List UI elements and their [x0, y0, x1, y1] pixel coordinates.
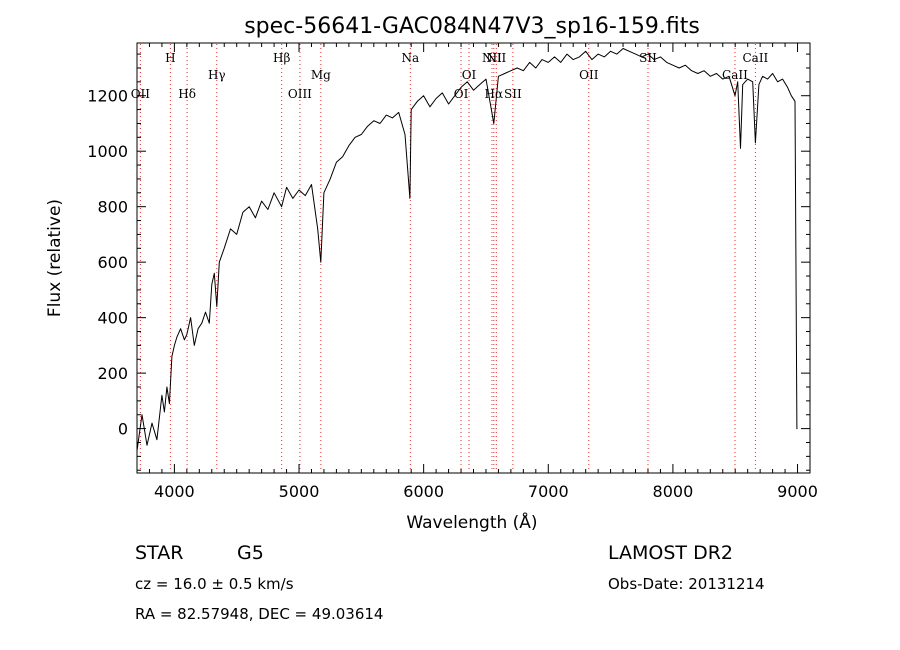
ra-dec-coordinates: RA = 82.57948, DEC = 49.03614 — [135, 605, 383, 623]
spectral-line-label: OII — [579, 68, 599, 82]
object-subclass: G5 — [237, 542, 264, 564]
survey-name: LAMOST DR2 — [608, 542, 733, 564]
chart-title: spec-56641-GAC084N47V3_sp16-159.fits — [244, 14, 700, 39]
spectral-line-label: OI — [454, 87, 469, 101]
y-tick-label: 1000 — [87, 142, 128, 161]
x-tick-label: 5000 — [279, 482, 320, 501]
spectral-line-label: Na — [401, 51, 419, 65]
y-axis-label: Flux (relative) — [45, 199, 65, 317]
x-tick-label: 9000 — [777, 482, 818, 501]
y-tick-label: 0 — [118, 420, 128, 439]
axis-ticks — [137, 43, 810, 473]
spectral-line-label: SII — [639, 51, 657, 65]
x-tick-label: 7000 — [528, 482, 569, 501]
spectral-line-label: H — [165, 51, 175, 65]
spectral-line-label: NII — [482, 51, 502, 65]
y-tick-label: 400 — [97, 309, 128, 328]
spectral-line-label: SII — [504, 87, 522, 101]
spectral-line-label: NII — [486, 51, 506, 65]
spectral-line-label: Mg — [311, 68, 331, 82]
spectral-line-label: Hγ — [208, 68, 226, 82]
x-tick-label: 4000 — [154, 482, 195, 501]
x-tick-label: 8000 — [653, 482, 694, 501]
spectrum-line-series — [136, 48, 798, 451]
y-tick-labels: 0 200 400 600 800 1000 1200 — [87, 87, 128, 439]
y-tick-label: 1200 — [87, 87, 128, 106]
spectral-line-label: OIII — [288, 87, 312, 101]
spectral-line-label: OI — [462, 68, 477, 82]
x-axis-label: Wavelength (Å) — [406, 511, 537, 533]
series-group — [136, 48, 798, 451]
spectral-line-label: Hδ — [178, 87, 196, 101]
spectral-line-label: OII — [131, 87, 151, 101]
observation-date: Obs-Date: 20131214 — [608, 575, 765, 593]
x-tick-labels: 4000 5000 6000 7000 8000 9000 — [154, 482, 818, 501]
x-tick-label: 6000 — [403, 482, 444, 501]
spectral-line-markers — [139, 44, 756, 472]
plot-frame — [136, 42, 811, 474]
plot-border — [136, 42, 811, 474]
y-tick-label: 200 — [97, 364, 128, 383]
y-tick-label: 800 — [97, 198, 128, 217]
spectral-line-label: CaII — [742, 51, 768, 65]
redshift-cz: cz = 16.0 ± 0.5 km/s — [135, 575, 294, 593]
spectral-line-label: Hβ — [273, 51, 290, 65]
y-tick-label: 600 — [97, 253, 128, 272]
spectral-line-labels: OIIHHδHγHβOIIIMgNaOIOINIIHαNIISIIOIISIIC… — [131, 51, 769, 101]
object-type: STAR — [135, 542, 183, 564]
spectral-line-label: CaII — [722, 68, 748, 82]
